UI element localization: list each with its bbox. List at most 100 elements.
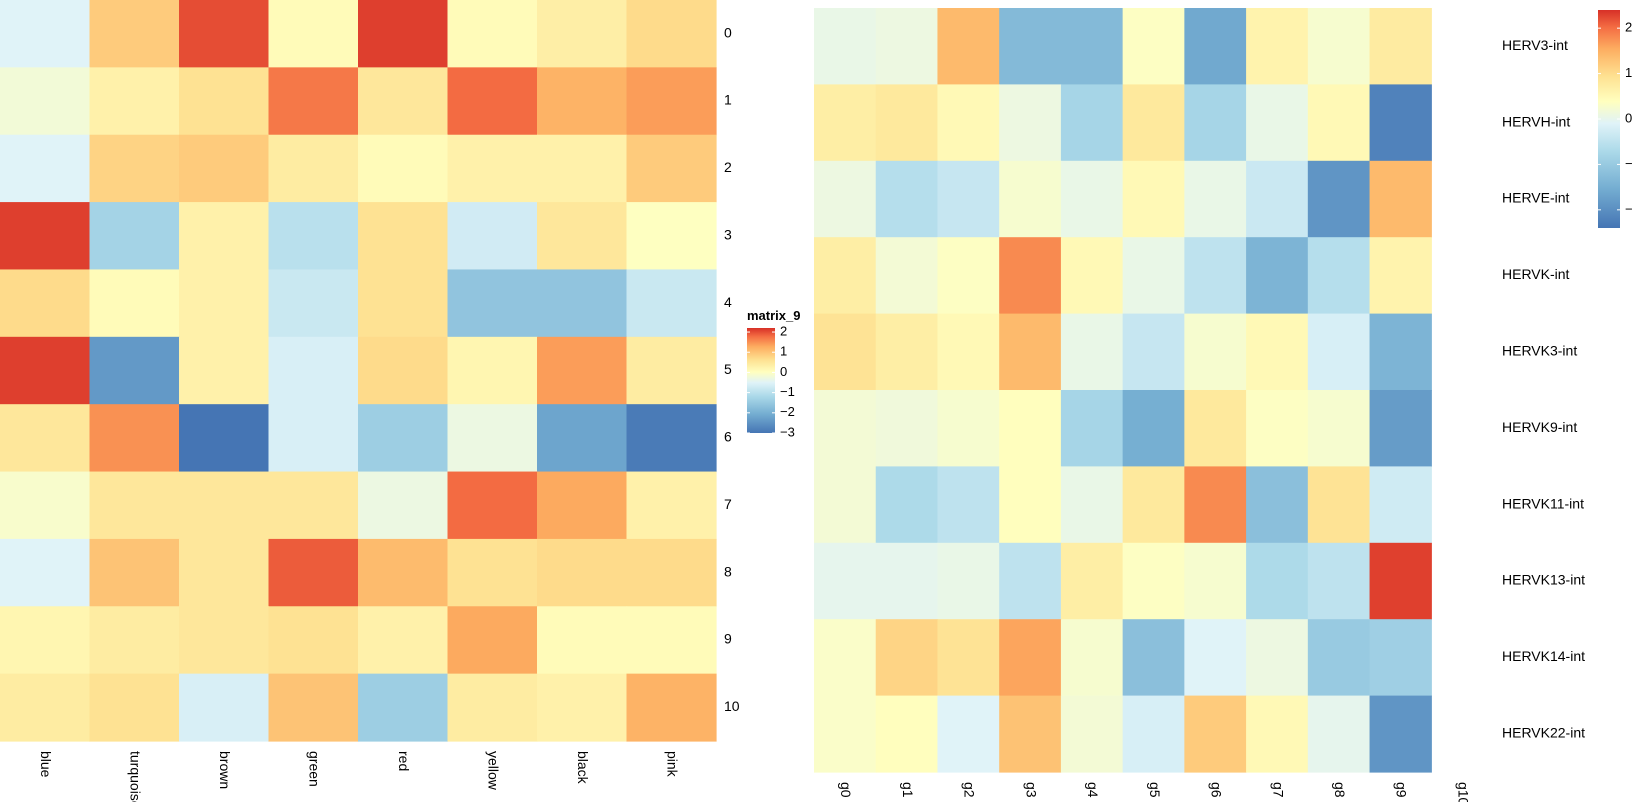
legend-tick-label: 0	[1625, 110, 1632, 125]
heatmap-right: HERV3-int HERVH-int HERVE-int HERVK-int HERV…	[814, 8, 1633, 806]
legend-tick-label: −3	[780, 424, 795, 439]
heatmap-cell	[358, 67, 449, 136]
heatmap-cell	[268, 538, 359, 607]
heatmap-cell	[937, 313, 1000, 391]
heatmap-cell	[1060, 542, 1124, 620]
heatmap-cell	[626, 404, 717, 473]
legend-colorbar	[1598, 10, 1620, 228]
heatmap-cell	[0, 202, 91, 271]
heatmap-cell	[1307, 695, 1371, 773]
heatmap-cell	[268, 134, 359, 203]
row-label: HERVK22-int	[1502, 725, 1585, 741]
column-label: yellow	[486, 751, 502, 791]
heatmap-cell	[814, 542, 877, 620]
column-label: g6	[1209, 782, 1225, 798]
heatmap-cell	[1060, 695, 1124, 773]
heatmap-cell	[626, 336, 717, 405]
heatmap-cell	[626, 673, 717, 742]
heatmap-cell	[1307, 619, 1371, 697]
heatmap-cell	[1246, 466, 1309, 544]
heatmap-cell	[999, 8, 1062, 85]
heatmap-cell	[268, 202, 359, 271]
heatmap-cell	[1307, 542, 1371, 620]
legend-tick-label: −1	[1625, 156, 1633, 171]
heatmap-cell	[0, 0, 91, 68]
row-label: 2	[724, 159, 732, 175]
heatmap-cell	[1060, 390, 1124, 467]
heatmap-cell	[999, 466, 1062, 544]
heatmap-cell	[937, 237, 1000, 315]
heatmap-cell	[875, 84, 939, 162]
heatmap-cell	[358, 134, 449, 203]
row-label: 8	[724, 563, 732, 579]
heatmap-cell	[626, 0, 717, 68]
heatmap-cell	[999, 237, 1062, 315]
heatmap-cell	[937, 84, 1000, 162]
heatmap-cell	[814, 237, 877, 315]
heatmap-cell	[1246, 84, 1309, 162]
heatmap-cell	[0, 471, 91, 540]
heatmap-cell	[358, 336, 449, 405]
heatmap-cell	[1369, 695, 1432, 773]
heatmap-cell	[1369, 390, 1432, 467]
row-label: 5	[724, 361, 732, 377]
heatmap-cell	[1184, 313, 1247, 391]
heatmap-cell	[1307, 237, 1371, 315]
heatmap-cell	[537, 67, 628, 136]
legend-tick-label: 1	[1625, 65, 1632, 80]
legend-tick-label: −2	[780, 404, 795, 419]
heatmap-cell	[1184, 237, 1247, 315]
heatmap-cell	[1184, 160, 1247, 238]
heatmap-cell	[1307, 84, 1371, 162]
heatmap-cell	[268, 606, 359, 675]
heatmap-cell	[1246, 695, 1309, 773]
heatmap-cell	[1369, 313, 1432, 391]
heatmap-cell	[179, 336, 270, 405]
heatmap-cell	[89, 471, 180, 540]
heatmap-cell	[1369, 160, 1432, 238]
heatmap-cell	[875, 8, 939, 85]
heatmap-cell	[537, 134, 628, 203]
heatmap-cell	[1122, 237, 1185, 315]
heatmap-cell	[447, 134, 538, 203]
heatmap-cell	[1184, 84, 1247, 162]
heatmap-cell	[937, 619, 1000, 697]
heatmap-cell	[1122, 390, 1185, 467]
heatmap-cell	[1184, 542, 1247, 620]
heatmap-cell	[268, 471, 359, 540]
heatmap-cell	[937, 390, 1000, 467]
heatmap-cell	[179, 134, 270, 203]
heatmap-cell	[537, 0, 628, 68]
heatmap-cell	[447, 336, 538, 405]
heatmap-cell	[999, 695, 1062, 773]
heatmap-cell	[89, 269, 180, 338]
heatmap-cell	[537, 673, 628, 742]
heatmap-cell	[1060, 466, 1124, 544]
heatmap-cell	[1307, 160, 1371, 238]
heatmap-cell	[447, 0, 538, 68]
heatmap-cell	[358, 202, 449, 271]
heatmap-cell	[179, 673, 270, 742]
heatmap-cell	[89, 336, 180, 405]
heatmap-cell	[537, 269, 628, 338]
legend-tick-label: 2	[780, 323, 787, 338]
column-label: g1	[900, 782, 916, 798]
heatmap-cell	[626, 538, 717, 607]
column-label: black	[575, 751, 591, 785]
heatmap-cell	[1184, 8, 1247, 85]
heatmap-cell	[537, 404, 628, 473]
heatmap-cell	[89, 673, 180, 742]
legend-tick-label: −2	[1625, 201, 1633, 216]
heatmap-cell	[937, 542, 1000, 620]
column-label: g7	[1270, 782, 1286, 798]
heatmap-cell	[0, 606, 91, 675]
row-label: HERVK9-int	[1502, 419, 1577, 435]
heatmap-cell	[626, 67, 717, 136]
heatmap-cell	[814, 390, 877, 467]
column-label: g10	[1455, 782, 1471, 802]
row-label: 1	[724, 92, 732, 108]
heatmap-cell	[626, 134, 717, 203]
heatmap-cell	[537, 336, 628, 405]
